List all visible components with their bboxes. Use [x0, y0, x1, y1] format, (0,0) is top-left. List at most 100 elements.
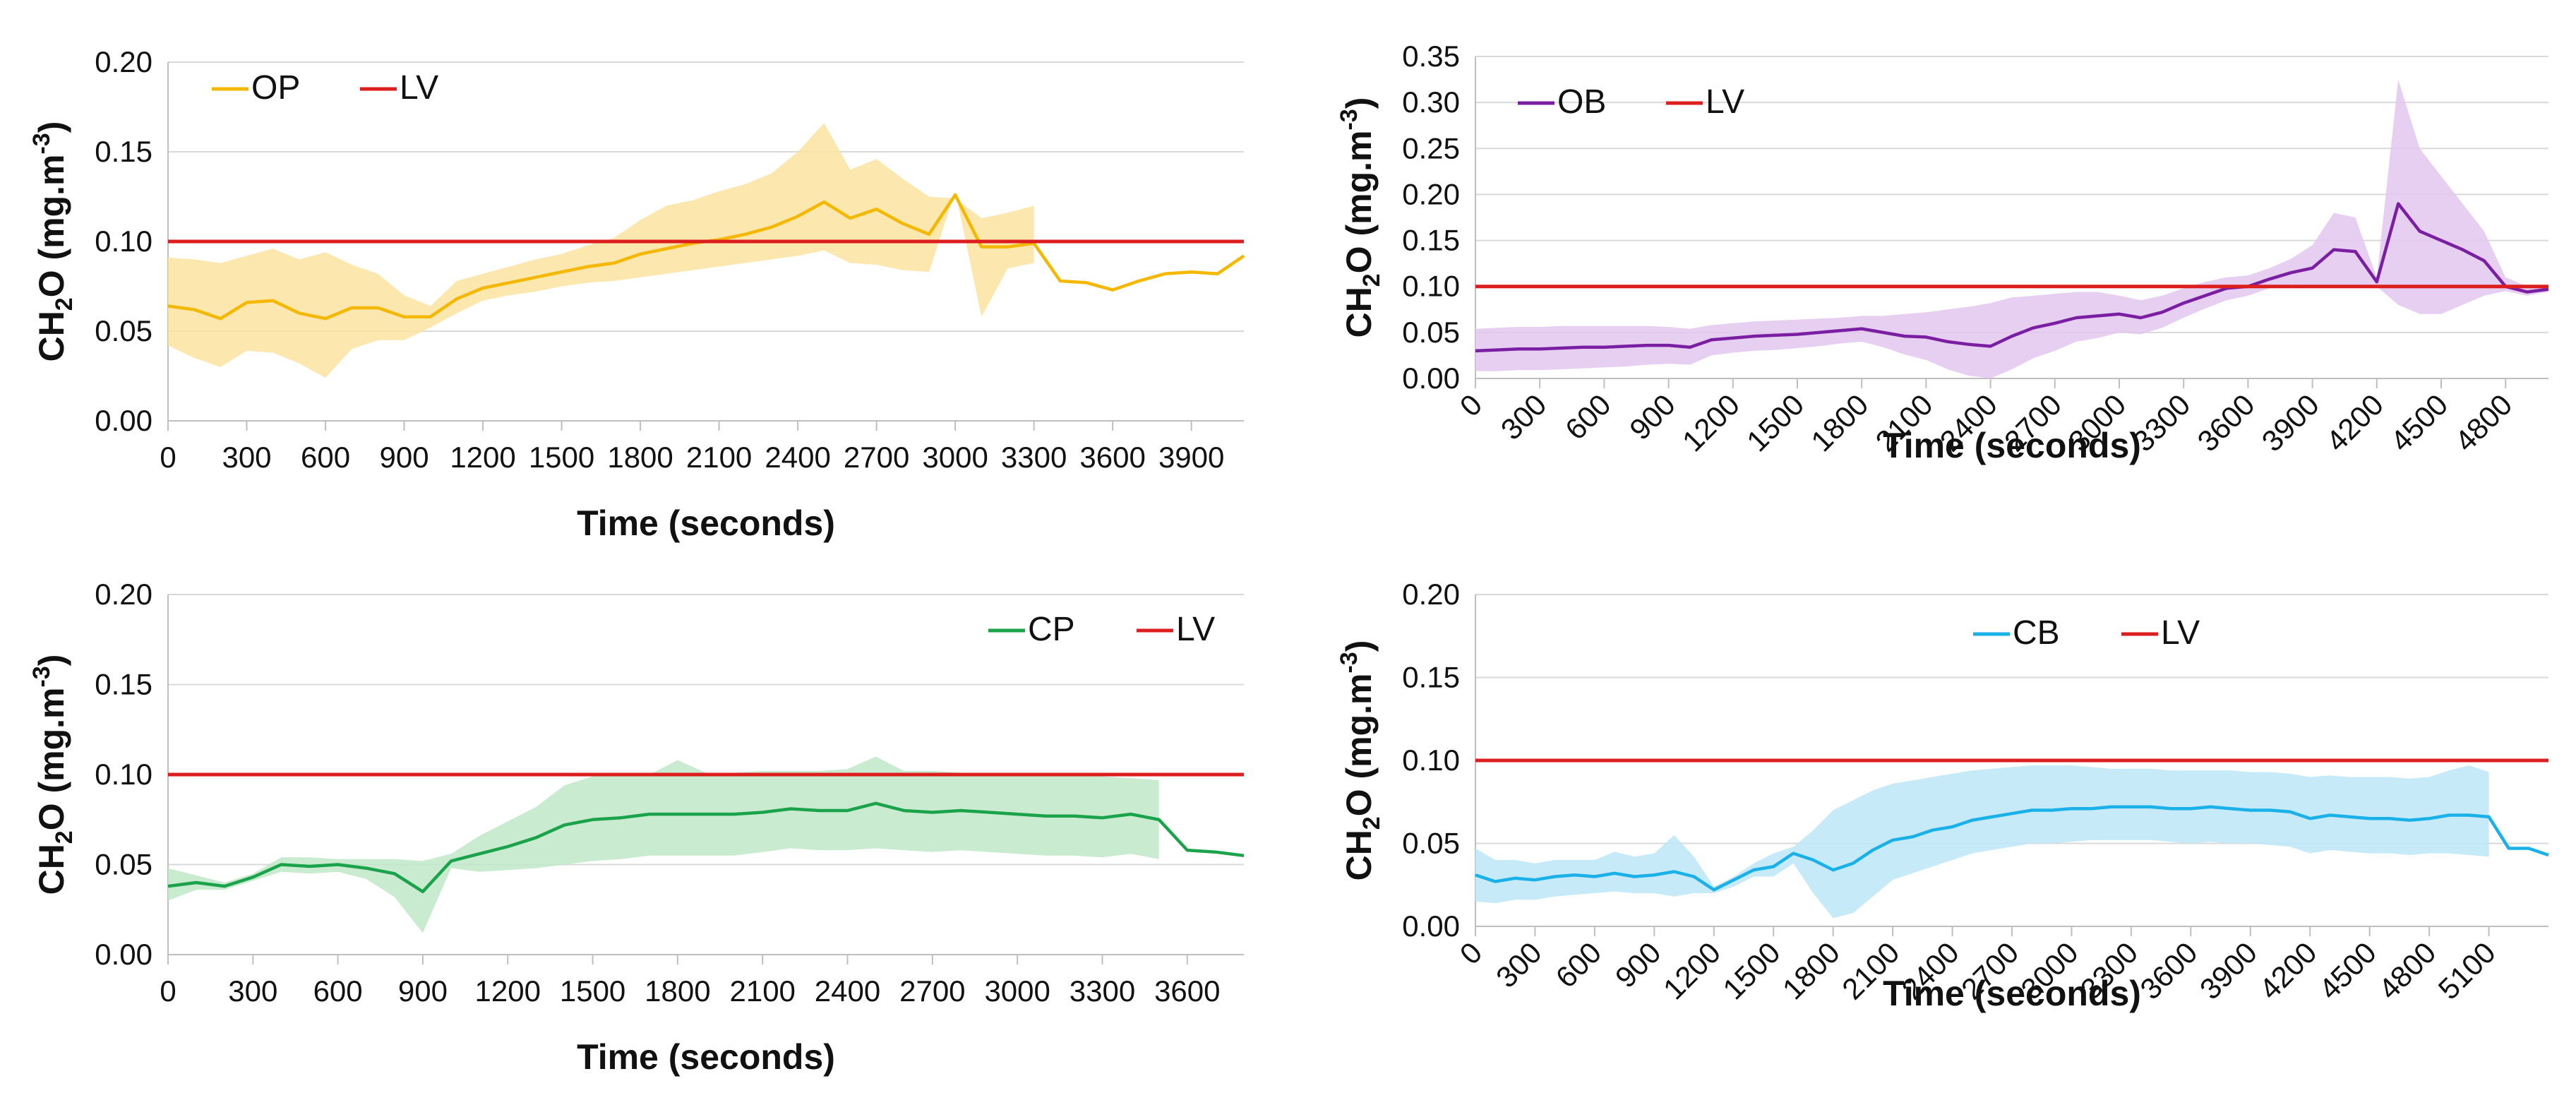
x-tick-label: 300: [228, 974, 277, 1008]
y-tick-label: 0.00: [1402, 909, 1460, 943]
x-tick-label: 300: [1494, 388, 1553, 446]
x-axis-title: Time (seconds): [577, 1037, 835, 1077]
x-tick-label: 4200: [2253, 936, 2323, 1005]
legend-label: CP: [1028, 611, 1075, 648]
series-CB-line: [1475, 805, 2549, 892]
x-tick-label: 3300: [1001, 441, 1067, 474]
x-tick-label: 3900: [2193, 936, 2263, 1005]
x-tick-label: 300: [222, 441, 271, 474]
x-tick-label: 900: [1609, 936, 1667, 994]
x-tick-label: 2400: [815, 974, 880, 1008]
y-tick-label: 0.10: [1402, 270, 1460, 303]
x-tick-label: 1500: [560, 974, 625, 1008]
x-tick-label: 3900: [1158, 441, 1224, 474]
x-tick-label: 3600: [2191, 388, 2260, 458]
x-tick-label: 1200: [475, 974, 541, 1008]
chart-panel-bottom-left: 0.00 0.05 0.10 0.15 0.20 0 300 600 900 1200 1500 18…: [28, 578, 1245, 1077]
legend-entry-LV: LV: [1666, 83, 1744, 121]
x-tick-label: 3600: [1154, 974, 1220, 1008]
y-tick-label: 0.10: [95, 758, 152, 791]
x-tick-label: 3600: [1079, 441, 1145, 474]
x-tick-label: 0: [160, 974, 176, 1008]
y-tick-label: 0.10: [95, 225, 152, 258]
chart-panel-top-right: 0.000.050.100.150.200.250.300.350 300 600 9…: [1336, 40, 2549, 465]
x-tick-label: 900: [1623, 388, 1682, 446]
x-tick-label: 1800: [1804, 388, 1874, 458]
x-tick-label: 900: [379, 441, 429, 474]
legend-label: LV: [2161, 614, 2200, 652]
x-tick-label: 300: [1490, 936, 1548, 994]
x-tick-label: 2700: [844, 441, 909, 474]
legend-entry-CB: CB: [1973, 614, 2060, 652]
x-tick-label: 600: [1549, 936, 1607, 994]
series-OB-band: [1475, 79, 2548, 378]
y-axis-title: CH2O (mg.m-3): [1336, 97, 1385, 338]
x-tick-label: 600: [313, 974, 363, 1008]
x-tick-label: 4800: [2448, 388, 2518, 458]
x-tick-label: 1200: [1676, 388, 1746, 458]
y-axis-title: CH2O (mg.m-3): [28, 121, 78, 362]
x-axis-title: Time (seconds): [577, 503, 835, 543]
x-tick-label: 1500: [1716, 936, 1786, 1005]
x-tick-label: 600: [1559, 388, 1617, 446]
y-tick-label: 0.20: [95, 578, 152, 611]
x-tick-label: 1500: [529, 441, 594, 474]
y-tick-label: 0.35: [1402, 40, 1460, 73]
legend-label: OP: [251, 69, 300, 107]
legend-entry-LV: LV: [2121, 614, 2200, 652]
x-tick-label: 5100: [2432, 936, 2502, 1005]
x-tick-label: 4500: [2313, 936, 2383, 1005]
y-tick-label: 0.30: [1402, 85, 1460, 119]
y-tick-label: 0.20: [1402, 578, 1460, 611]
x-tick-label: 1800: [645, 974, 710, 1008]
legend-label: CB: [2013, 614, 2060, 652]
y-tick-label: 0.05: [95, 848, 152, 881]
x-tick-label: 1200: [1657, 936, 1727, 1005]
x-tick-label: 0: [160, 441, 176, 474]
x-tick-label: 2400: [765, 441, 830, 474]
chart-panel-top-left: 0.00 0.05 0.10 0.15 0.20 0 300 600 900 1200 1500 18…: [28, 45, 1245, 543]
legend-label: LV: [1706, 83, 1744, 121]
legend-label: LV: [400, 69, 438, 107]
x-tick-label: 1800: [1776, 936, 1846, 1005]
y-tick-label: 0.05: [1402, 827, 1460, 860]
x-tick-label: 1800: [607, 441, 673, 474]
series-CP-line: [167, 801, 1245, 894]
series-OB-line: [1475, 202, 2549, 353]
y-tick-label: 0.00: [1402, 362, 1460, 395]
x-axis-title: Time (seconds): [1883, 426, 2141, 465]
y-tick-label: 0.15: [1402, 224, 1460, 257]
y-tick-label: 0.10: [1402, 743, 1460, 777]
x-tick-label: 1500: [1740, 388, 1810, 458]
y-tick-label: 0.00: [95, 938, 152, 971]
y-tick-label: 0.20: [1402, 177, 1460, 210]
x-tick-label: 3600: [2133, 936, 2203, 1005]
legend-entry-LV: LV: [1137, 611, 1215, 648]
x-axis-title: Time (seconds): [1883, 974, 2141, 1013]
legend-entry-OP: OP: [212, 69, 300, 107]
y-tick-label: 0.05: [95, 314, 152, 347]
y-tick-label: 0.00: [95, 404, 152, 437]
series-CB-band: [1475, 765, 2489, 919]
x-tick-label: 2100: [686, 441, 752, 474]
y-axis-title: CH2O (mg.m-3): [28, 655, 78, 895]
legend-entry-CP: CP: [988, 611, 1075, 648]
x-tick-label: 3000: [984, 974, 1050, 1008]
x-tick-label: 2100: [729, 974, 795, 1008]
y-tick-label: 0.15: [95, 135, 152, 168]
y-tick-label: 0.20: [95, 45, 152, 78]
x-tick-label: 3000: [922, 441, 988, 474]
y-tick-label: 0.15: [1402, 661, 1460, 694]
x-tick-label: 4800: [2372, 936, 2442, 1005]
y-tick-label: 0.05: [1402, 316, 1460, 349]
x-tick-label: 2700: [899, 974, 965, 1008]
x-tick-label: 4500: [2384, 388, 2454, 458]
y-axis-title: CH2O (mg.m-3): [1336, 640, 1385, 881]
legend-entry-LV: LV: [360, 69, 438, 107]
chart-panel-bottom-right: 0.000.050.100.150.200 300 600 9001200150018…: [1336, 578, 2549, 1013]
legend-entry-OB: OB: [1518, 83, 1606, 121]
x-tick-label: 4200: [2320, 388, 2390, 458]
legend-label: LV: [1176, 611, 1215, 648]
x-tick-label: 3900: [2256, 388, 2325, 458]
